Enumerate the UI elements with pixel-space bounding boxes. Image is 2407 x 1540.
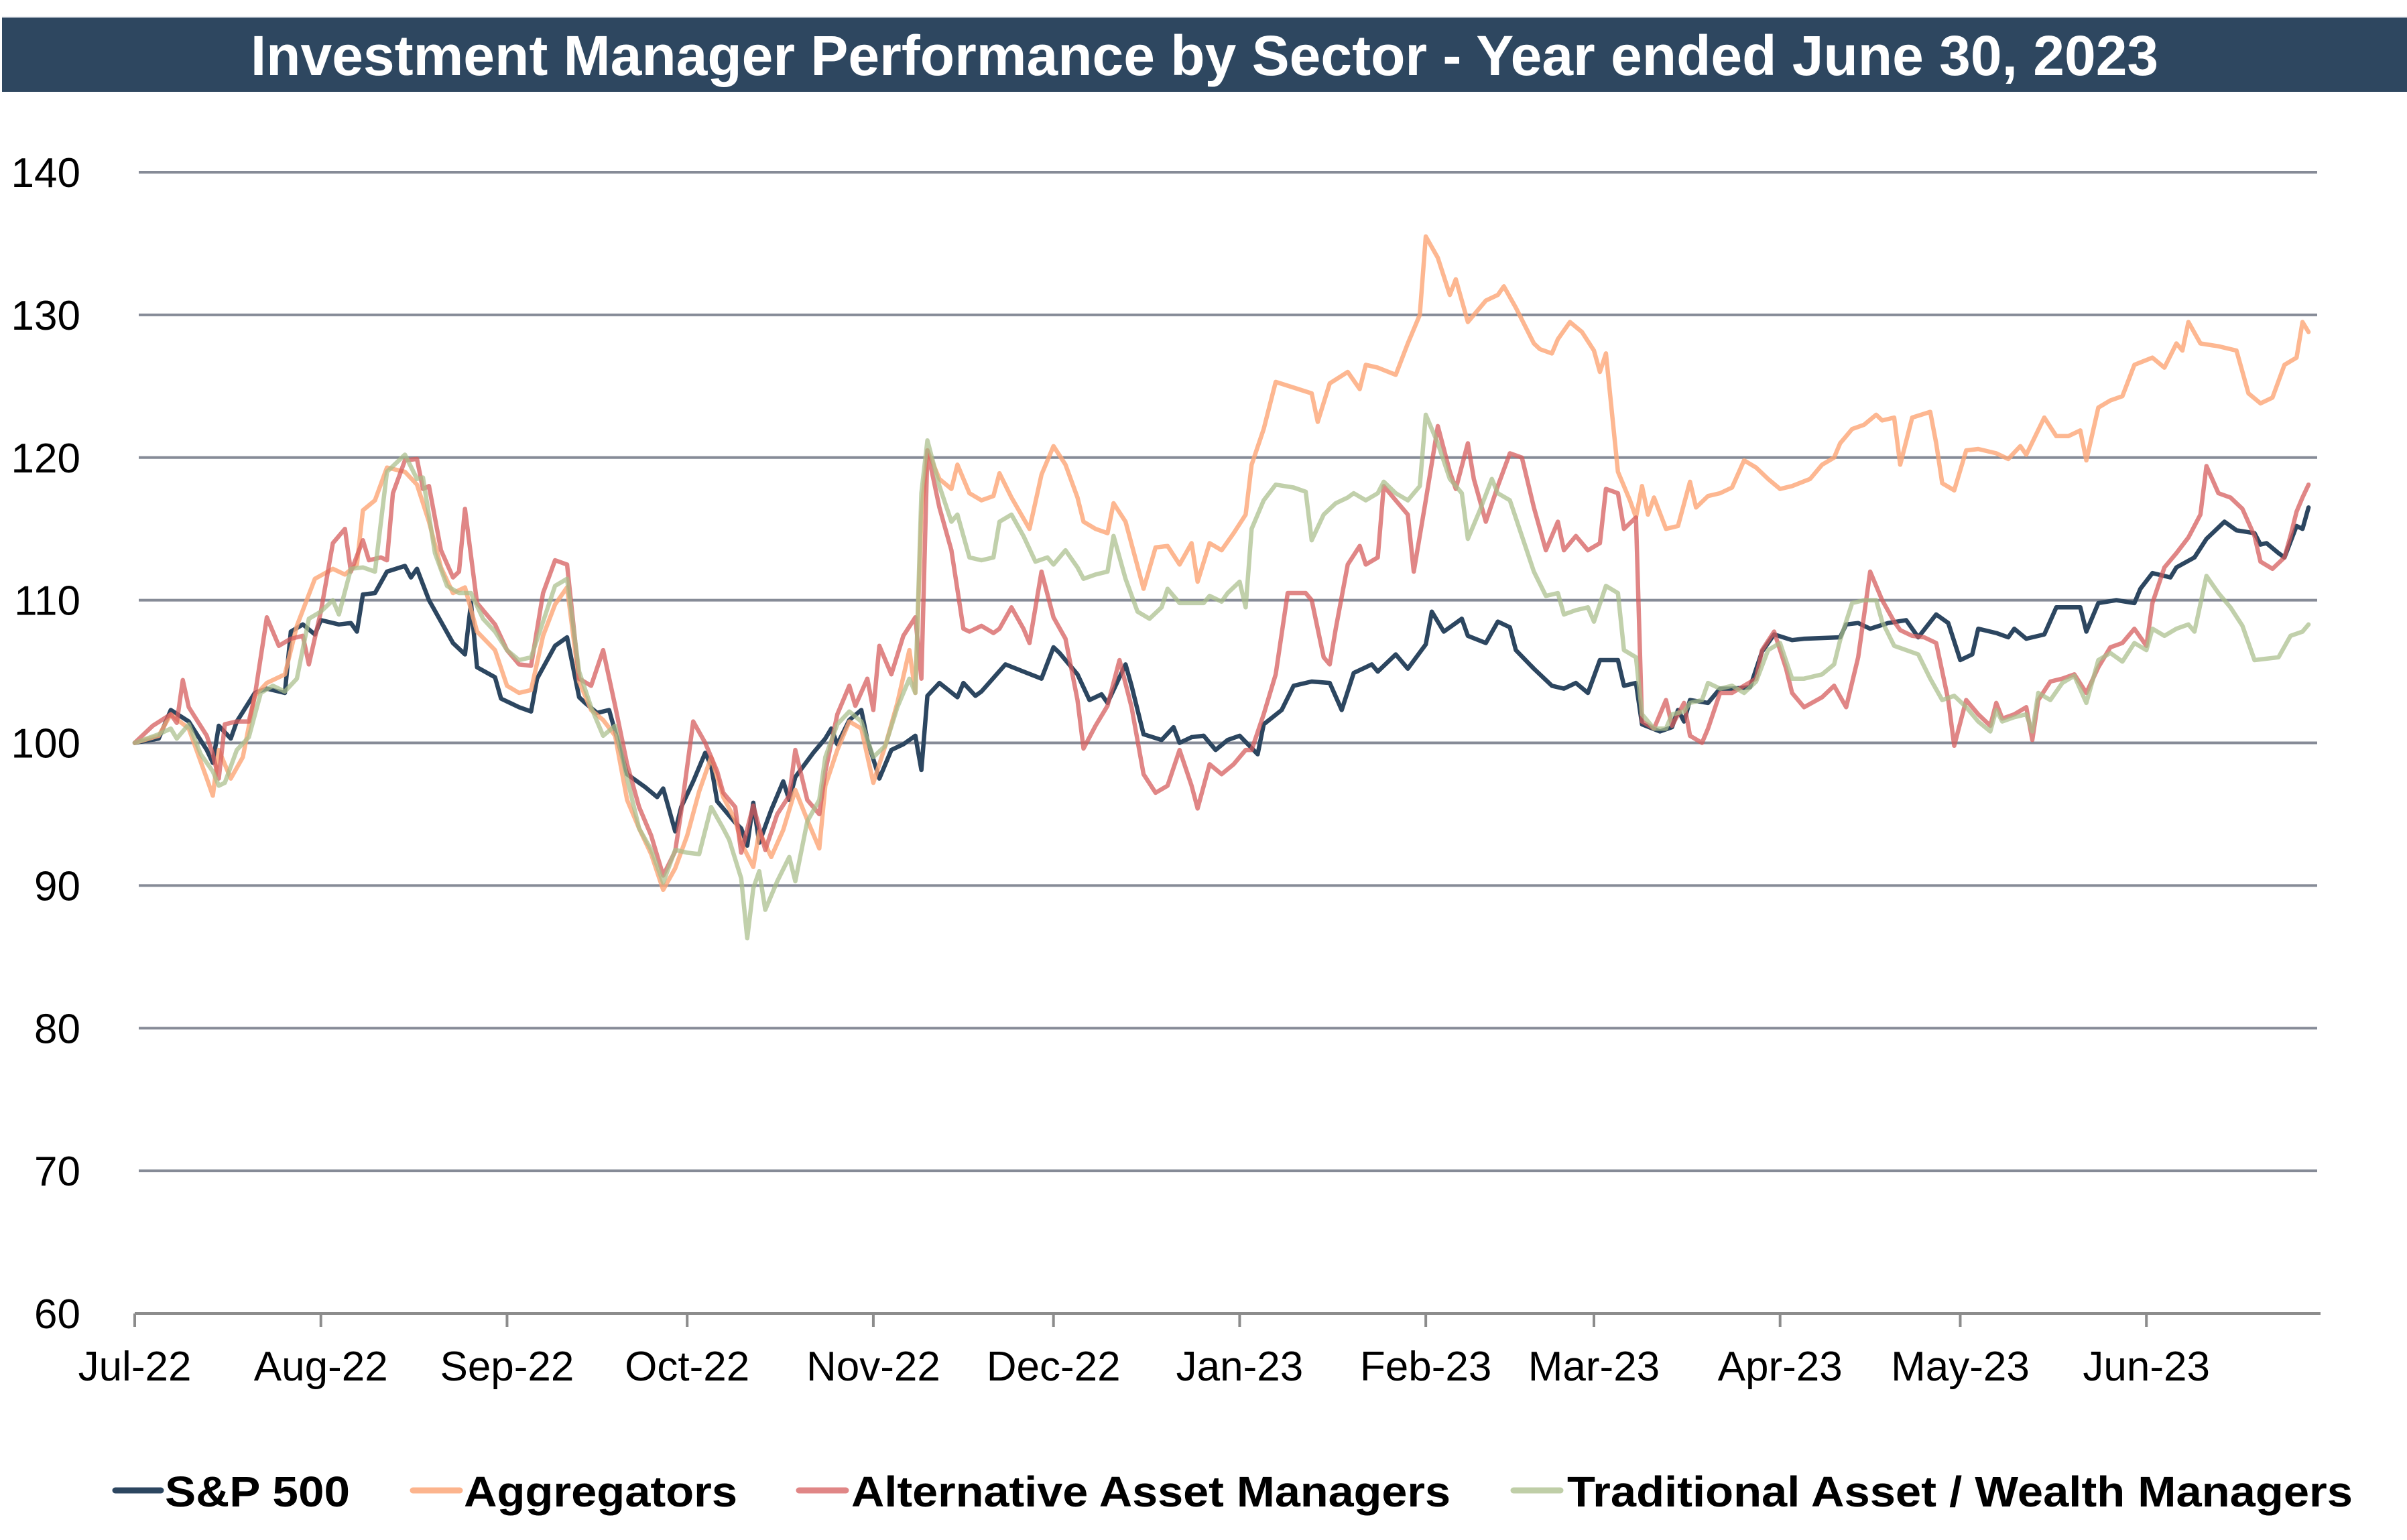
x-tick-label: Oct-22 [625,1344,749,1390]
x-tick-label: Jul-22 [78,1344,192,1390]
x-tick-label: Jun-23 [2083,1344,2210,1390]
legend-item-alternative[interactable]: Alternative Asset Managers [796,1468,1451,1516]
x-tick-label: Mar-23 [1528,1344,1660,1390]
y-tick-label: 60 [34,1291,80,1338]
x-axis: Jul-22 Aug-22 Sep-22 Oct-22 Nov-22 Dec-22 Jan-… [78,1312,2321,1390]
x-tick-label: Sep-22 [440,1344,574,1390]
series-line-traditional [132,412,2311,941]
legend-label-sp500: S&P 500 [165,1468,350,1516]
legend: S&P 500 Aggregators Alternative Asset Ma… [112,1468,2353,1516]
x-tick-label: Nov-22 [806,1344,940,1390]
y-tick-label: 140 [11,150,80,196]
series-line-aggregators [132,234,2311,893]
legend-label-aggregators: Aggregators [464,1468,737,1516]
y-tick-label: 100 [11,721,80,767]
legend-item-aggregators[interactable]: Aggregators [410,1468,737,1516]
gridlines [139,171,2317,1173]
x-tick-label: Jan-23 [1176,1344,1304,1390]
x-tick-label: Apr-23 [1718,1344,1843,1390]
x-tick-label: Dec-22 [987,1344,1121,1390]
y-axis-tick-labels: 140 130 120 110 100 90 80 70 60 [11,150,80,1338]
chart-title: Investment Manager Performance by Sector… [251,24,2158,87]
series-line-sp500 [132,505,2311,848]
legend-label-alternative: Alternative Asset Managers [851,1468,1451,1516]
x-tick-label: Aug-22 [254,1344,388,1390]
y-tick-label: 90 [34,863,80,909]
y-tick-label: 110 [14,578,80,625]
legend-label-traditional: Traditional Asset / Wealth Managers [1567,1468,2353,1516]
title-background [2,17,2407,92]
series-line-alternative [132,424,2311,878]
series-lines [132,234,2311,941]
x-tick-label: May-23 [1891,1344,2030,1390]
title-bar: Investment Manager Performance by Sector… [2,17,2407,92]
x-tick-label: Feb-23 [1360,1344,1491,1390]
legend-item-traditional[interactable]: Traditional Asset / Wealth Managers [1510,1468,2353,1516]
y-tick-label: 130 [11,293,80,339]
y-tick-label: 70 [34,1149,80,1195]
y-tick-label: 120 [11,436,80,482]
y-tick-label: 80 [34,1006,80,1052]
legend-item-sp500[interactable]: S&P 500 [112,1468,350,1516]
